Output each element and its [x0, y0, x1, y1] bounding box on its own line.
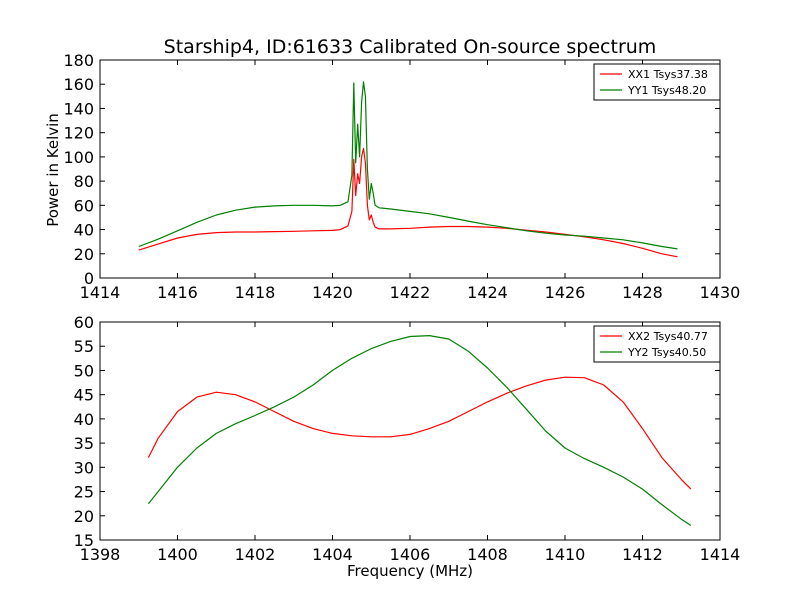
- bottom-y-tick-label: 30: [74, 458, 94, 477]
- top-y-tick-label: 140: [63, 99, 94, 118]
- bottom-x-tick-label: 1410: [545, 545, 586, 564]
- bottom-x-tick-label: 1408: [467, 545, 508, 564]
- top-y-tick-label: 100: [63, 148, 94, 167]
- top-legend-box: [593, 63, 721, 101]
- top-x-tick-label: 1418: [235, 283, 276, 302]
- top-legend: XX1 Tsys37.38 YY1 Tsys48.20: [593, 63, 721, 101]
- top-x-tick-label: 1416: [157, 283, 198, 302]
- bottom-y-tick-label: 55: [74, 337, 94, 356]
- bottom-subplot: Frequency (MHz) 1398 1400 1402 1404 1406 1408…: [74, 313, 741, 580]
- top-series-line-2: [138, 81, 678, 250]
- bottom-y-tick-label: 35: [74, 434, 94, 453]
- top-series-line-1: [138, 147, 678, 258]
- bottom-x-tick-label: 1414: [700, 545, 741, 564]
- bottom-y-tick-label: 50: [74, 361, 94, 380]
- top-y-tick-label: 160: [63, 75, 94, 94]
- top-legend-label-1: XX1 Tsys37.38: [628, 68, 708, 81]
- top-y-tick-label: 180: [63, 51, 94, 70]
- top-x-tick-label: 1428: [622, 283, 663, 302]
- bottom-y-tick-label: 60: [74, 313, 94, 332]
- bottom-x-tick-label: 1402: [235, 545, 276, 564]
- bottom-x-tick-label: 1404: [312, 545, 353, 564]
- top-y-axis-label: Power in Kelvin: [44, 113, 62, 227]
- top-legend-label-2: YY1 Tsys48.20: [627, 84, 706, 97]
- bottom-legend-label-2: YY2 Tsys40.50: [627, 346, 706, 359]
- top-x-tick-label: 1426: [545, 283, 586, 302]
- top-y-tick-label: 0: [84, 269, 94, 288]
- bottom-x-tick-label: 1406: [390, 545, 431, 564]
- bottom-y-tick-label: 40: [74, 410, 94, 429]
- bottom-x-tick-label: 1400: [157, 545, 198, 564]
- bottom-y-tick-label: 25: [74, 483, 94, 502]
- top-y-tick-label: 120: [63, 124, 94, 143]
- bottom-x-tick-label: 1398: [80, 545, 121, 564]
- bottom-legend-label-1: XX2 Tsys40.77: [628, 330, 708, 343]
- bottom-legend-box: [593, 325, 721, 363]
- top-x-tick-label: 1424: [467, 283, 508, 302]
- top-y-tick-label: 60: [74, 196, 94, 215]
- top-x-tick-label: 1422: [390, 283, 431, 302]
- top-x-tick-label: 1420: [312, 283, 353, 302]
- top-y-tick-label: 80: [74, 172, 94, 191]
- bottom-y-tick-label: 45: [74, 386, 94, 405]
- top-x-tick-label: 1414: [80, 283, 121, 302]
- bottom-y-tick-label: 15: [74, 531, 94, 550]
- bottom-series-line-1: [147, 376, 692, 490]
- top-x-tick-label: 1430: [700, 283, 741, 302]
- bottom-legend: XX2 Tsys40.77 YY2 Tsys40.50: [593, 325, 721, 363]
- top-plot-area: 1414 1416 1418 1420 1422 1424 1426 1428 1430 0 20 4…: [63, 51, 740, 302]
- top-chart-title: Starship4, ID:61633 Calibrated On-source…: [164, 36, 657, 58]
- top-subplot: Starship4, ID:61633 Calibrated On-source…: [44, 36, 740, 302]
- bottom-x-tick-label: 1412: [622, 545, 663, 564]
- bottom-y-tick-label: 20: [74, 507, 94, 526]
- top-y-tick-label: 20: [74, 245, 94, 264]
- bottom-plot-area: 1398 1400 1402 1404 1406 1408 1410 1412 1414 15 20…: [74, 313, 741, 564]
- top-y-tick-label: 40: [74, 221, 94, 240]
- bottom-series-line-2: [147, 335, 692, 527]
- bottom-x-axis-label: Frequency (MHz): [347, 562, 473, 580]
